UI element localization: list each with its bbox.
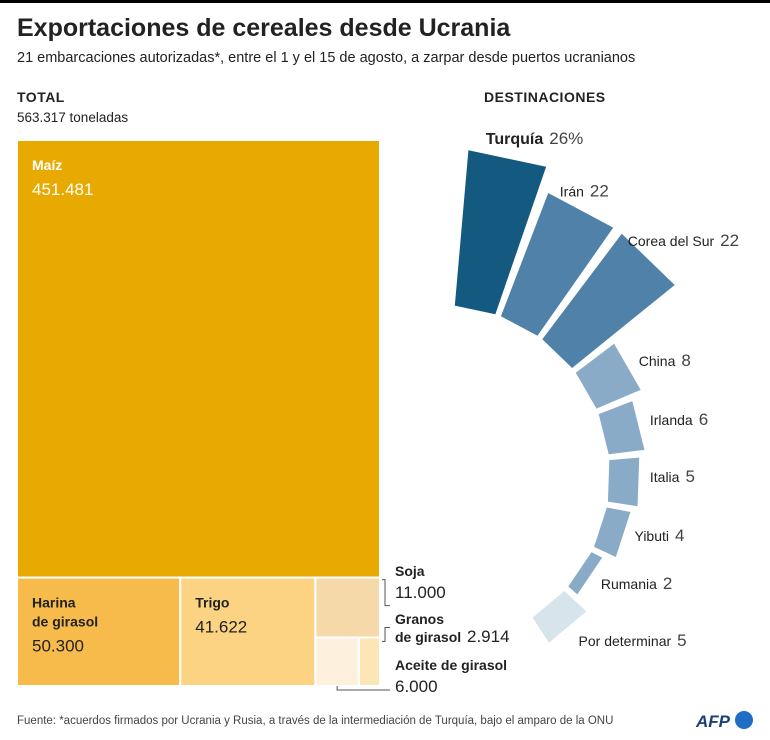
category-label: Italia (650, 469, 680, 485)
category-label: Por determinar (579, 633, 672, 649)
category-label: Irán (560, 183, 584, 199)
radial-bar (568, 552, 603, 595)
treemap-cell (16, 139, 381, 579)
treemap-cell (357, 636, 382, 687)
radial-bar (607, 457, 640, 507)
logo-circle (735, 711, 753, 729)
radial-title: DESTINACIONES (484, 89, 606, 105)
cell-value: 2.914 (467, 627, 510, 646)
treemap-total: 563.317 toneladas (17, 110, 128, 125)
treemap-title: TOTAL (17, 89, 65, 105)
radial-bar (598, 401, 645, 455)
treemap-cell (16, 576, 182, 688)
radial-bar (575, 343, 641, 409)
bar-label: Rumania 2 (601, 574, 673, 593)
cell-value: 6.000 (395, 677, 438, 696)
cell-label: Granos de girasol (395, 611, 461, 645)
value-label: 4 (675, 526, 684, 545)
category-label: Yibuti (635, 528, 670, 544)
bar-label: Turquía 26% (486, 129, 584, 148)
radial-bar (454, 150, 547, 315)
value-label: 5 (677, 631, 686, 650)
subtitle: 21 embarcaciones autorizadas*, entre el … (17, 50, 635, 66)
value-label: 22 (590, 181, 609, 200)
connector (336, 686, 390, 691)
category-label: Irlanda (650, 412, 693, 428)
value-label: 2 (663, 574, 672, 593)
title: Exportaciones de cereales desde Ucrania (17, 14, 511, 42)
treemap-cell (179, 576, 317, 688)
treemap-cell (314, 636, 360, 687)
cell-value: 11.000 (395, 583, 446, 602)
connector (382, 626, 390, 642)
category-label: Rumania (601, 576, 657, 592)
bar-label: Irán 22 (560, 181, 609, 200)
value-label: 26% (549, 129, 583, 148)
top-rule (0, 0, 770, 3)
value-label: 8 (681, 351, 690, 370)
cell-value: 41.622 (195, 618, 247, 637)
cell-label: Aceite de girasol (395, 657, 507, 673)
treemap-cell (314, 576, 382, 639)
value-label: 22 (720, 231, 739, 250)
value-label: 5 (685, 467, 694, 486)
bar-label: Corea del Sur 22 (628, 231, 739, 250)
logo: AFP (695, 711, 753, 731)
radial-bar (532, 590, 587, 643)
cell-label: Trigo (195, 595, 229, 611)
cell-value: 50.300 (32, 637, 84, 656)
bar-label: China 8 (639, 351, 691, 370)
radial-bar (542, 233, 675, 369)
source: Fuente: *acuerdos firmados por Ucrania y… (17, 715, 613, 727)
connector (382, 579, 390, 607)
bar-label: Irlanda 6 (650, 410, 708, 429)
radial-bar (500, 193, 614, 336)
bar-label: Yibuti 4 (635, 526, 685, 545)
value-label: 6 (699, 410, 708, 429)
bar-label: Por determinar 5 (579, 631, 687, 650)
cell-label: Soja (395, 563, 425, 579)
radial-bar (594, 507, 631, 557)
bar-label: Italia 5 (650, 467, 695, 486)
category-label: Corea del Sur (628, 233, 715, 249)
category-label: China (639, 353, 676, 369)
cell-value: 451.481 (32, 180, 93, 199)
cell-label: Harina de girasol (32, 595, 98, 630)
logo-text: AFP (695, 712, 731, 731)
cell-label: Maíz (32, 157, 62, 173)
category-label: Turquía (486, 131, 544, 148)
